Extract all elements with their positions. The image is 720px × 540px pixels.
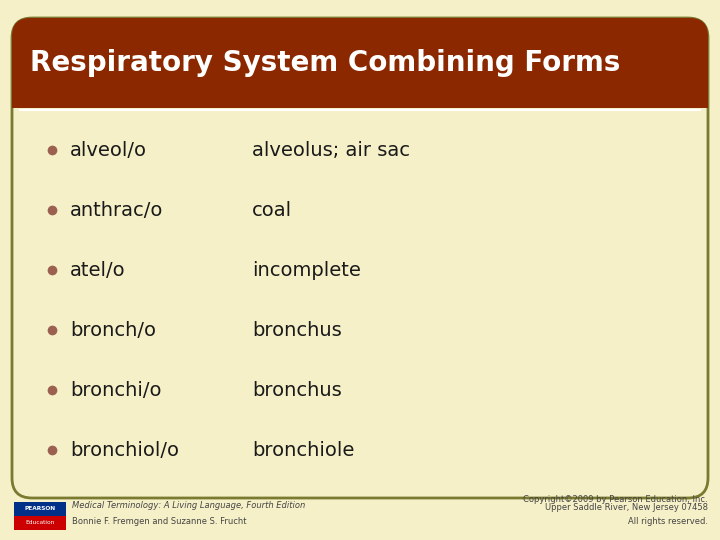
Text: bronchi/o: bronchi/o [70,381,161,400]
Text: incomplete: incomplete [252,260,361,280]
FancyBboxPatch shape [12,18,708,108]
Bar [12,63,708,108]
Text: alveol/o: alveol/o [70,140,147,159]
Text: anthrac/o: anthrac/o [70,200,163,219]
Text: Bonnie F. Fremgen and Suzanne S. Frucht: Bonnie F. Fremgen and Suzanne S. Frucht [72,517,246,526]
Text: Respiratory System Combining Forms: Respiratory System Combining Forms [30,49,621,77]
Text: Education: Education [25,521,55,525]
Text: bronchus: bronchus [252,381,342,400]
Text: bronchiol/o: bronchiol/o [70,441,179,460]
Text: alveolus; air sac: alveolus; air sac [252,140,410,159]
FancyBboxPatch shape [12,18,708,498]
Text: Copyright©2009 by Pearson Education, Inc.: Copyright©2009 by Pearson Education, Inc… [523,496,708,504]
Text: coal: coal [252,200,292,219]
Text: bronch/o: bronch/o [70,321,156,340]
Text: Medical Terminology: A Living Language, Fourth Edition: Medical Terminology: A Living Language, … [72,502,305,510]
Text: All rights reserved.: All rights reserved. [628,517,708,526]
Text: PEARSON: PEARSON [24,507,55,511]
Text: atel/o: atel/o [70,260,125,280]
Text: bronchiole: bronchiole [252,441,354,460]
Text: Upper Saddle River, New Jersey 07458: Upper Saddle River, New Jersey 07458 [545,503,708,512]
Bar [14,502,66,516]
Text: bronchus: bronchus [252,321,342,340]
Bar [14,516,66,530]
